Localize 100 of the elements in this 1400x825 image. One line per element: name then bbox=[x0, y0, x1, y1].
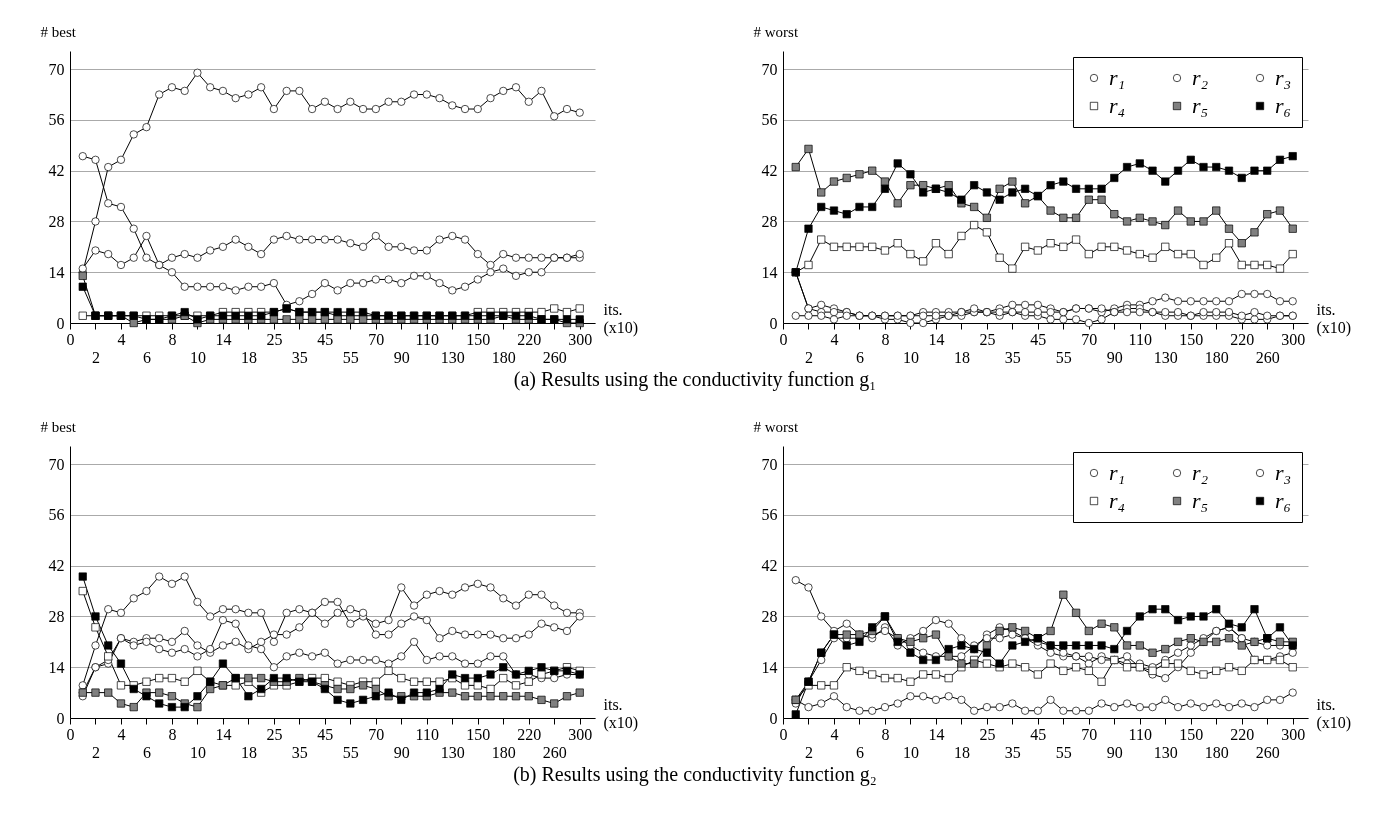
y-tick-label: 14 bbox=[761, 658, 778, 676]
y-axis-title: # best bbox=[40, 23, 77, 40]
y-tick-label: 28 bbox=[48, 607, 65, 625]
legend-label: r₁ bbox=[1109, 460, 1126, 485]
y-tick-label: 70 bbox=[48, 455, 65, 473]
x-tick-label: 300 bbox=[568, 725, 593, 743]
text: (a) Results using the conductivity function g₁ bbox=[512, 367, 878, 391]
x-tick-label: 130 bbox=[1153, 348, 1178, 366]
legend-label: r₄ bbox=[1109, 93, 1126, 118]
legend-label: r₁ bbox=[1109, 65, 1126, 90]
y-tick-label: 56 bbox=[48, 111, 65, 129]
y-tick-label: 14 bbox=[761, 263, 778, 281]
x-tick-label: 4 bbox=[830, 725, 839, 743]
x-tick-label: 14 bbox=[928, 330, 945, 348]
x-tick-label: 45 bbox=[317, 330, 334, 348]
y-tick-label: 28 bbox=[761, 212, 778, 230]
legend-label: r₂ bbox=[1192, 460, 1209, 485]
x-tick-label: 110 bbox=[1128, 330, 1152, 348]
x-tick-label: 10 bbox=[902, 348, 919, 366]
x-tick-label: 110 bbox=[415, 330, 439, 348]
x-tick-label: 180 bbox=[1204, 743, 1229, 761]
x-tick-label: 18 bbox=[240, 348, 257, 366]
x-tick-label: 90 bbox=[1106, 743, 1123, 761]
legend-label: r₆ bbox=[1275, 93, 1292, 118]
x-tick-label: 4 bbox=[830, 330, 839, 348]
x-tick-label: 14 bbox=[215, 725, 232, 743]
x-tick-label: 2 bbox=[91, 348, 100, 366]
legend-label: r₃ bbox=[1275, 460, 1292, 485]
x-tick-label: 180 bbox=[491, 348, 516, 366]
legend-label: r₂ bbox=[1192, 65, 1209, 90]
x-tick-label: 220 bbox=[517, 330, 542, 348]
x-tick-label: 130 bbox=[1153, 743, 1178, 761]
x-tick-label: 18 bbox=[953, 743, 970, 761]
x-tick-label: 55 bbox=[1055, 348, 1072, 366]
x-tick-label: 180 bbox=[1204, 348, 1229, 366]
x-tick-label: 6 bbox=[855, 743, 864, 761]
y-tick-label: 42 bbox=[761, 557, 778, 575]
x-tick-label: 2 bbox=[804, 348, 813, 366]
legend-label: r₃ bbox=[1275, 65, 1292, 90]
text: (b) Results using the conductivity function g₂ bbox=[512, 762, 878, 786]
x-tick-label: 220 bbox=[517, 725, 542, 743]
y-tick-label: 70 bbox=[761, 455, 778, 473]
y-tick-label: 42 bbox=[761, 162, 778, 180]
x-tick-label: 300 bbox=[1281, 330, 1306, 348]
x-tick-label: 90 bbox=[393, 348, 410, 366]
x-tick-label: 45 bbox=[1030, 330, 1047, 348]
y-axis-title: # worst bbox=[753, 418, 799, 435]
x-tick-label: 35 bbox=[1004, 348, 1021, 366]
x-tick-label: 8 bbox=[168, 330, 177, 348]
x-tick-label: 35 bbox=[291, 348, 308, 366]
x-tick-label: 10 bbox=[902, 743, 919, 761]
x-tick-label: 35 bbox=[1004, 743, 1021, 761]
y-axis-title: # worst bbox=[753, 23, 799, 40]
x-tick-label: 110 bbox=[1128, 725, 1152, 743]
x-tick-label: 10 bbox=[189, 743, 206, 761]
x-tick-label: 25 bbox=[266, 725, 283, 743]
x-tick-label: 70 bbox=[1081, 330, 1098, 348]
x-tick-label: 220 bbox=[1230, 725, 1255, 743]
legend-label: r₆ bbox=[1275, 488, 1292, 513]
y-tick-label: 42 bbox=[48, 557, 65, 575]
x-tick-label: 14 bbox=[928, 725, 945, 743]
x-tick-label: 300 bbox=[1281, 725, 1306, 743]
y-tick-label: 70 bbox=[761, 60, 778, 78]
y-tick-label: 0 bbox=[56, 314, 65, 332]
x-tick-label: 110 bbox=[415, 725, 439, 743]
x-tick-label: 6 bbox=[142, 348, 151, 366]
y-tick-label: 14 bbox=[48, 658, 65, 676]
x-tick-label: 70 bbox=[368, 330, 385, 348]
y-tick-label: 28 bbox=[48, 212, 65, 230]
x-tick-label: 260 bbox=[1255, 348, 1280, 366]
y-axis-title: # best bbox=[40, 418, 77, 435]
x-tick-label: 180 bbox=[491, 743, 516, 761]
x-tick-label: 260 bbox=[1255, 743, 1280, 761]
x-tick-label: 10 bbox=[189, 348, 206, 366]
x-axis-title: its. (x10) bbox=[1316, 695, 1352, 732]
x-tick-label: 45 bbox=[317, 725, 334, 743]
x-tick-label: 8 bbox=[168, 725, 177, 743]
y-tick-label: 42 bbox=[48, 162, 65, 180]
legend-label: r₅ bbox=[1192, 488, 1209, 513]
x-axis-title: its. (x10) bbox=[603, 300, 639, 337]
x-axis-title: its. (x10) bbox=[1316, 300, 1352, 337]
x-tick-label: 25 bbox=[979, 330, 996, 348]
x-tick-label: 8 bbox=[881, 725, 890, 743]
x-tick-label: 14 bbox=[215, 330, 232, 348]
x-tick-label: 220 bbox=[1230, 330, 1255, 348]
x-tick-label: 90 bbox=[1106, 348, 1123, 366]
x-tick-label: 55 bbox=[342, 743, 359, 761]
x-tick-label: 260 bbox=[542, 348, 567, 366]
x-tick-label: 6 bbox=[855, 348, 864, 366]
legend-label: r₄ bbox=[1109, 488, 1126, 513]
x-tick-label: 55 bbox=[1055, 743, 1072, 761]
y-tick-label: 14 bbox=[48, 263, 65, 281]
x-tick-label: 6 bbox=[142, 743, 151, 761]
x-tick-label: 90 bbox=[393, 743, 410, 761]
x-tick-label: 25 bbox=[266, 330, 283, 348]
x-tick-label: 45 bbox=[1030, 725, 1047, 743]
y-tick-label: 56 bbox=[48, 506, 65, 524]
x-tick-label: 4 bbox=[117, 725, 126, 743]
x-tick-label: 2 bbox=[804, 743, 813, 761]
x-axis-title: its. (x10) bbox=[603, 695, 639, 732]
